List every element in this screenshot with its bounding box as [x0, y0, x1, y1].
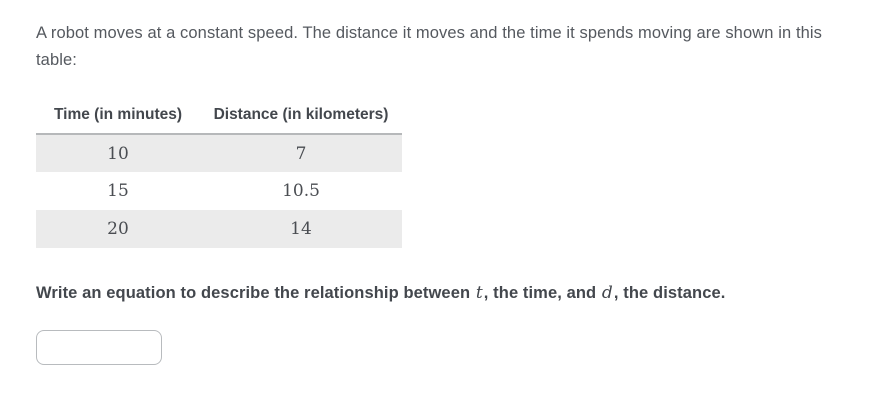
exercise-page: A robot moves at a constant speed. The d… — [36, 24, 833, 365]
table-header-distance: Distance (in kilometers) — [200, 100, 402, 135]
answer-input[interactable] — [36, 330, 162, 365]
distance-value: 10.5 — [282, 181, 320, 201]
table-header-row: Time (in minutes) Distance (in kilometer… — [36, 100, 402, 135]
question-text: Write an equation to describe the relati… — [36, 282, 833, 304]
distance-value: 14 — [200, 210, 402, 248]
math-var-t: t — [475, 283, 483, 303]
math-var-d: d — [601, 283, 613, 303]
table-header-time: Time (in minutes) — [36, 100, 200, 135]
table-row: 20 14 — [36, 210, 402, 248]
question-suffix: , the distance. — [613, 284, 726, 302]
time-value: 15 — [107, 181, 129, 201]
distance-value: 7 — [200, 134, 402, 172]
problem-statement: A robot moves at a constant speed. The d… — [36, 24, 823, 69]
question-prefix: Write an equation to describe the relati… — [36, 284, 475, 302]
table-row: 15 10.5 — [36, 172, 402, 210]
question-mid: , the time, and — [483, 284, 601, 302]
data-table: Time (in minutes) Distance (in kilometer… — [36, 100, 402, 248]
time-value: 20 — [36, 210, 200, 248]
time-value: 10 — [36, 134, 200, 172]
table-row: 10 7 — [36, 134, 402, 172]
